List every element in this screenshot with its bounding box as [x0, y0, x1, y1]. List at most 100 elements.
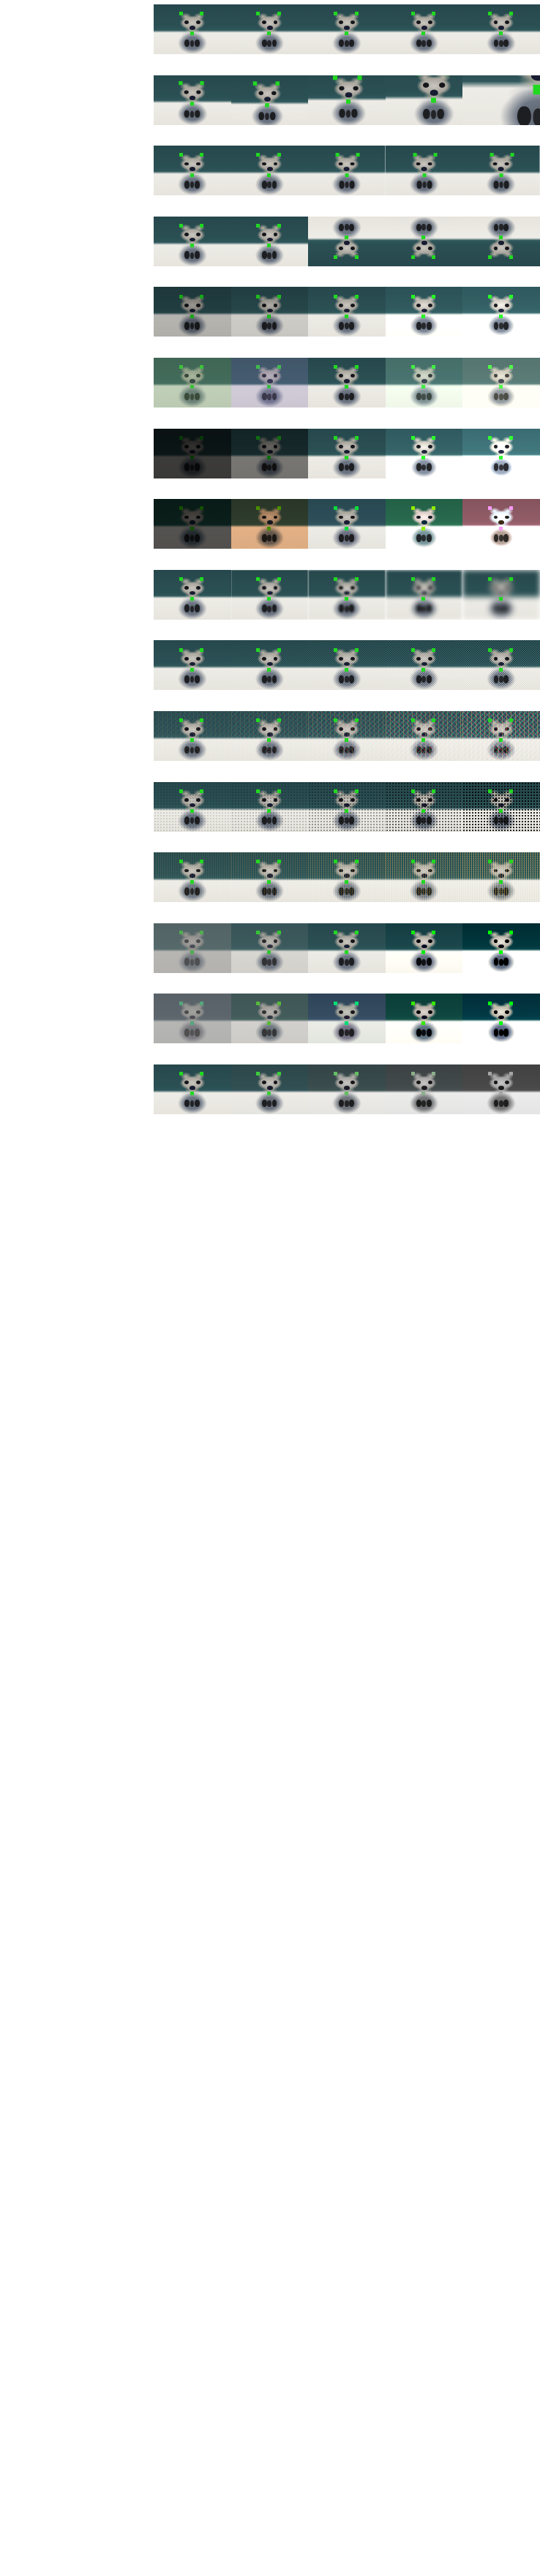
- quokka-ear-l: [258, 790, 269, 797]
- quokka-nose: [531, 75, 540, 80]
- quokka-muzzle: [494, 663, 509, 670]
- image-viewport: [462, 4, 540, 54]
- quokka-paw-r: [426, 533, 432, 542]
- quokka-muzzle: [424, 91, 445, 101]
- example-image-strip-contrast-normalization-per-channel: [154, 994, 540, 1044]
- quokka-ear-l: [254, 82, 266, 89]
- keypoint-marker: [267, 1092, 271, 1096]
- augmenter-examples: [154, 0, 540, 57]
- example-image-additive-gaussian-noise-per-channel-2: [230, 710, 309, 761]
- keypoint-marker: [190, 526, 194, 530]
- keypoint-marker: [421, 667, 426, 672]
- quokka-nose: [190, 1015, 195, 1019]
- quokka-paw-l: [184, 887, 190, 895]
- image-viewport: [462, 216, 540, 266]
- quokka-paw-l: [416, 223, 421, 232]
- quokka-eye-l: [184, 939, 189, 943]
- quokka-eye-r: [427, 656, 432, 661]
- quokka-eye-l: [427, 162, 432, 166]
- keypoint-marker: [488, 577, 492, 581]
- keypoint-marker: [499, 808, 503, 813]
- quokka-paw-l: [261, 251, 267, 260]
- keypoint-marker: [488, 255, 492, 259]
- image-viewport: [385, 852, 463, 903]
- quokka-paw-l: [493, 887, 499, 895]
- keypoint-marker: [410, 1072, 415, 1076]
- quokka-paw-m: [421, 464, 427, 471]
- quokka-paw-m: [267, 888, 272, 895]
- image-viewport: [385, 1064, 463, 1114]
- quokka-photo: [154, 146, 231, 196]
- quokka-muzzle: [185, 27, 200, 34]
- image-viewport: [385, 428, 463, 478]
- quokka-paw-r: [194, 251, 200, 260]
- quokka-eye-r: [416, 162, 421, 166]
- image-viewport: [154, 357, 231, 408]
- quokka-paw-m: [344, 1100, 349, 1107]
- keypoint-marker: [410, 365, 415, 369]
- quokka-nose: [343, 167, 350, 171]
- quokka-muzzle: [185, 239, 200, 246]
- keypoint-marker: [277, 718, 281, 723]
- keypoint-marker: [410, 718, 415, 723]
- quokka-eye-r: [438, 83, 445, 88]
- keypoint-marker: [509, 294, 513, 298]
- quokka-paw-m: [499, 323, 503, 330]
- quokka-paw-r: [349, 533, 354, 542]
- keypoint-marker: [179, 860, 183, 864]
- quokka-ear-r: [503, 1073, 513, 1079]
- quokka-ear-r: [425, 295, 436, 302]
- quokka-paw-l: [261, 675, 267, 683]
- keypoint-marker: [190, 102, 194, 106]
- quokka-muzzle: [262, 734, 277, 741]
- quokka-paw-m: [190, 958, 195, 966]
- keypoint-marker: [200, 930, 204, 934]
- quokka-nose: [421, 732, 427, 737]
- quokka-eye-r: [273, 1081, 278, 1085]
- quokka-paw-r: [349, 1028, 354, 1037]
- keypoint-marker: [190, 314, 194, 318]
- quokka-photo: [154, 216, 231, 266]
- keypoint-marker: [200, 435, 204, 440]
- quokka-paw-m: [267, 676, 272, 683]
- example-image-noop-2: [230, 4, 309, 54]
- keypoint-marker: [200, 860, 204, 864]
- image-viewport: [230, 75, 309, 125]
- keypoint-marker: [277, 506, 281, 511]
- keypoint-marker: [509, 860, 513, 864]
- quokka-paw-r: [194, 180, 200, 189]
- example-image-add-per-channel-2: [230, 357, 309, 408]
- quokka-paw-m: [344, 676, 349, 683]
- keypoint-marker: [444, 75, 450, 76]
- keypoint-marker: [267, 385, 271, 389]
- example-image-add-3: [308, 287, 386, 337]
- image-viewport: [230, 428, 309, 478]
- quokka-eye-l: [261, 303, 266, 307]
- quokka-paw-l: [339, 223, 345, 232]
- quokka-ear-r: [271, 931, 282, 938]
- quokka-nose: [421, 379, 427, 383]
- image-viewport: [385, 75, 463, 125]
- quokka-photo: [154, 710, 231, 761]
- keypoint-marker: [421, 235, 426, 239]
- quokka-ear-r: [193, 578, 204, 585]
- quokka-ear-r: [271, 860, 282, 867]
- quokka-ear-r: [193, 225, 204, 231]
- quokka-photo: [230, 75, 309, 125]
- quokka-muzzle: [185, 875, 200, 882]
- keypoint-marker: [179, 718, 183, 723]
- quokka-eye-r: [196, 586, 200, 590]
- quokka-muzzle: [494, 875, 509, 882]
- augmenter-row-crop: [0, 71, 540, 142]
- image-viewport: [462, 146, 540, 196]
- quokka-paw-l: [261, 958, 267, 966]
- image-viewport: [462, 994, 540, 1044]
- quokka-paw-m: [421, 323, 427, 330]
- example-image-strip-additive-gaussian-noise-per-channel: [154, 710, 540, 761]
- quokka-eye-l: [339, 374, 344, 378]
- keypoint-marker: [432, 647, 436, 652]
- quokka-photo: [230, 852, 309, 903]
- quokka-paw-r: [426, 1099, 432, 1108]
- quokka-ear-r: [271, 507, 282, 514]
- quokka-ear-l: [335, 437, 345, 443]
